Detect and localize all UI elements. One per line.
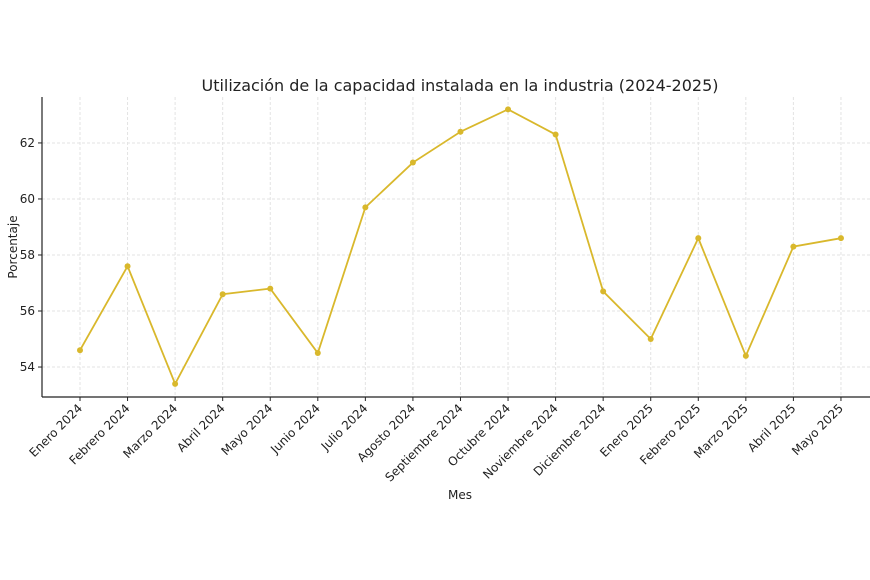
data-point <box>77 347 83 354</box>
data-point <box>124 263 131 270</box>
grid <box>42 97 870 397</box>
data-point <box>600 288 607 295</box>
x-axis-label: Mes <box>448 488 472 502</box>
y-tick-label: 60 <box>20 192 35 206</box>
data-point <box>457 128 464 135</box>
data-point <box>742 352 749 359</box>
data-point <box>837 235 844 242</box>
data-point <box>409 159 416 166</box>
data-point <box>172 380 179 387</box>
data-point <box>314 350 321 357</box>
data-point <box>647 336 654 343</box>
y-tick-label: 62 <box>20 136 35 150</box>
data-point <box>790 243 797 250</box>
x-tick-label: Junio 2024 <box>267 401 323 457</box>
data-point <box>267 285 274 292</box>
chart-title: Utilización de la capacidad instalada en… <box>201 76 718 95</box>
series-line <box>77 106 844 387</box>
y-tick-label: 54 <box>20 360 35 374</box>
data-point <box>505 106 512 113</box>
x-tick-label: Mayo 2024 <box>218 401 275 458</box>
x-tick-label: Mayo 2025 <box>789 401 846 458</box>
y-tick-label: 56 <box>20 304 35 318</box>
y-tick-label: 58 <box>20 248 35 262</box>
data-point <box>362 204 369 211</box>
data-point <box>695 235 702 242</box>
y-axis-label: Porcentaje <box>6 215 20 278</box>
data-point <box>219 291 226 298</box>
data-point <box>552 131 559 138</box>
